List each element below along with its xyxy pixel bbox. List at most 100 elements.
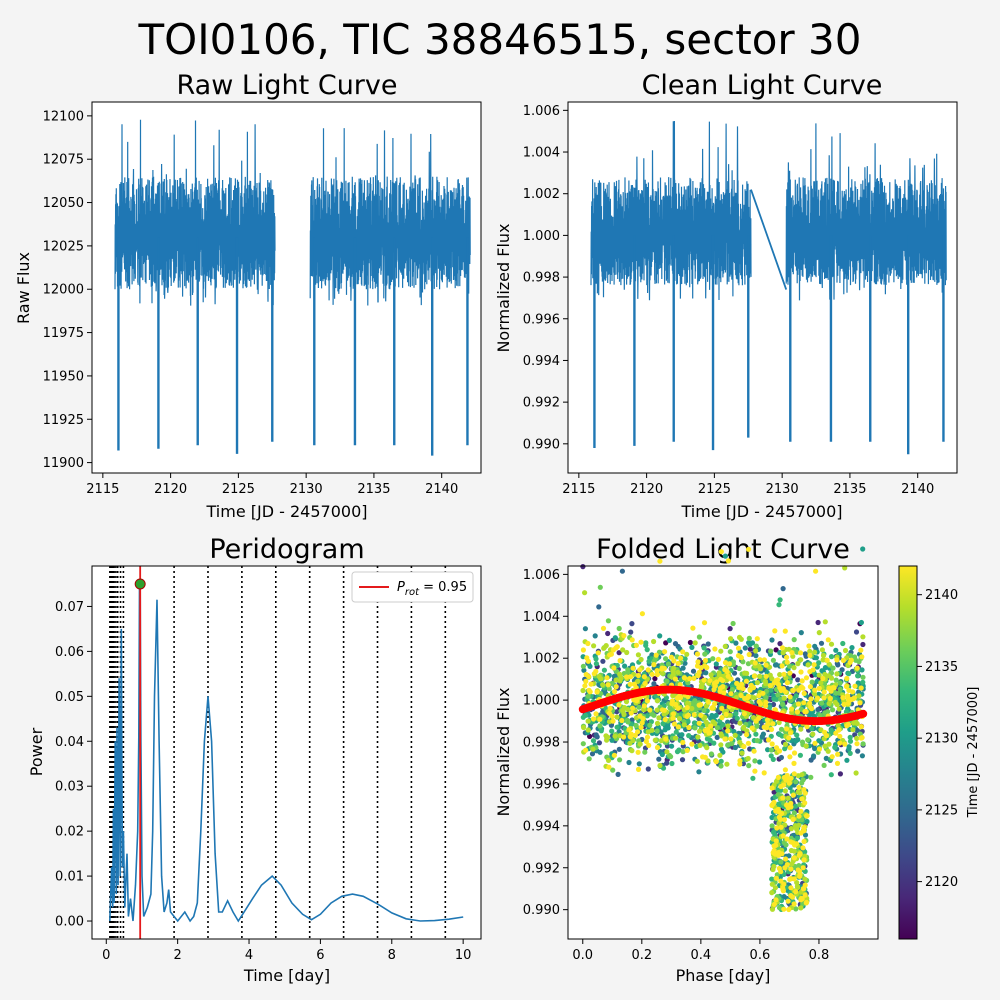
folded-data-point <box>605 757 612 764</box>
folded-data-point <box>785 805 791 811</box>
raw-plot-area <box>92 102 481 473</box>
folded-data-point <box>680 739 686 746</box>
folded-data-point <box>593 668 599 675</box>
folded-data-point <box>757 673 763 680</box>
folded-data-point <box>639 720 645 726</box>
folded-data-point <box>783 856 789 862</box>
folded-data-point <box>794 880 800 886</box>
folded-data-point <box>809 711 815 717</box>
folded-data-point <box>737 720 743 726</box>
folded-data-point <box>617 671 623 678</box>
folded-data-point <box>604 675 610 681</box>
pg-x-tick-label: 6 <box>316 948 324 963</box>
folded-data-point <box>768 726 775 733</box>
folded-data-point <box>772 628 778 634</box>
folded-data-point <box>583 678 589 685</box>
folded-data-point <box>820 675 826 682</box>
clean-x-tick-label: 2130 <box>766 482 799 497</box>
folded-data-point <box>769 741 775 747</box>
clean-y-tick-label: 1.004 <box>523 146 560 161</box>
folded-data-point <box>659 665 665 671</box>
periodogram-legend: Prot = 0.95 <box>351 571 474 603</box>
folded-data-point <box>607 705 613 712</box>
folded-data-point <box>583 747 589 753</box>
clean-y-tick-label: 1.006 <box>523 104 560 119</box>
folded-data-point <box>597 723 603 729</box>
folded-data-point <box>835 662 841 668</box>
folded-data-point <box>801 857 807 863</box>
folded-data-point <box>860 641 866 648</box>
folded-data-point <box>822 665 829 671</box>
folded-data-point <box>821 762 827 769</box>
folded-data-point <box>834 657 840 663</box>
folded-data-point <box>859 753 866 759</box>
folded-data-point <box>769 881 775 887</box>
folded-data-point <box>670 715 676 721</box>
folded-data-point <box>834 760 841 767</box>
folded-data-point <box>804 724 810 730</box>
folded-data-point <box>593 661 600 667</box>
folded-data-point <box>812 643 818 649</box>
folded-data-point <box>680 665 686 671</box>
folded-data-point <box>585 658 591 664</box>
folded-data-point <box>786 780 792 786</box>
folded-data-point <box>661 707 668 713</box>
folded-data-point <box>775 692 781 698</box>
folded-data-point <box>773 696 780 702</box>
clean-y-tick-label: 0.998 <box>523 271 560 286</box>
periodogram-axes-frame <box>91 565 482 940</box>
folded-data-point <box>582 626 589 632</box>
folded-data-point <box>791 665 797 671</box>
folded-data-point <box>619 568 626 574</box>
folded-data-point <box>656 715 662 721</box>
raw-y-tick-label: 12050 <box>43 196 84 211</box>
folded-data-point <box>713 661 719 667</box>
folded-data-point <box>785 795 791 801</box>
folded-data-point <box>809 679 815 685</box>
folded-data-point <box>610 767 616 773</box>
folded-data-point <box>781 906 787 912</box>
folded-data-point <box>775 677 781 683</box>
folded-data-point <box>768 648 774 654</box>
folded-data-point <box>664 749 670 755</box>
folded-data-point <box>753 653 759 659</box>
folded-data-point <box>775 806 781 812</box>
folded-data-point <box>798 669 804 675</box>
folded-data-point <box>652 737 658 743</box>
folded-data-point <box>613 684 619 690</box>
folded-data-point <box>741 724 747 731</box>
folded-data-point <box>638 639 644 645</box>
folded-model-point <box>859 709 868 718</box>
folded-data-point <box>851 695 858 701</box>
raw-axes-frame <box>91 101 482 474</box>
folded-data-point <box>659 670 665 676</box>
folded-data-point <box>840 695 846 701</box>
folded-data-point <box>669 743 675 749</box>
folded-data-point <box>816 738 822 744</box>
folded-data-point <box>802 876 808 882</box>
folded-data-point <box>854 665 860 671</box>
folded-data-point <box>644 734 651 740</box>
folded-data-point <box>641 674 648 680</box>
folded-data-point <box>640 716 646 722</box>
colorbar-tick-label: 2130 <box>925 732 958 747</box>
folded-data-point <box>689 741 695 747</box>
folded-data-point <box>764 717 771 723</box>
folded-data-point <box>597 716 603 722</box>
folded-data-point <box>795 661 801 667</box>
folded-data-point <box>782 628 788 634</box>
folded-data-point <box>846 744 852 750</box>
folded-data-point <box>669 760 675 767</box>
folded-data-point <box>629 748 635 754</box>
folded-data-point <box>839 667 845 673</box>
folded-data-point <box>731 670 738 676</box>
folded-data-point <box>699 684 705 690</box>
folded-data-point <box>797 650 804 656</box>
folded-data-point <box>854 728 861 734</box>
folded-data-point <box>696 669 702 676</box>
folded-data-point <box>701 677 707 683</box>
folded-data-point <box>639 611 646 617</box>
folded-data-point <box>704 745 710 751</box>
folded-data-point <box>711 740 717 746</box>
folded-data-point <box>844 723 850 729</box>
